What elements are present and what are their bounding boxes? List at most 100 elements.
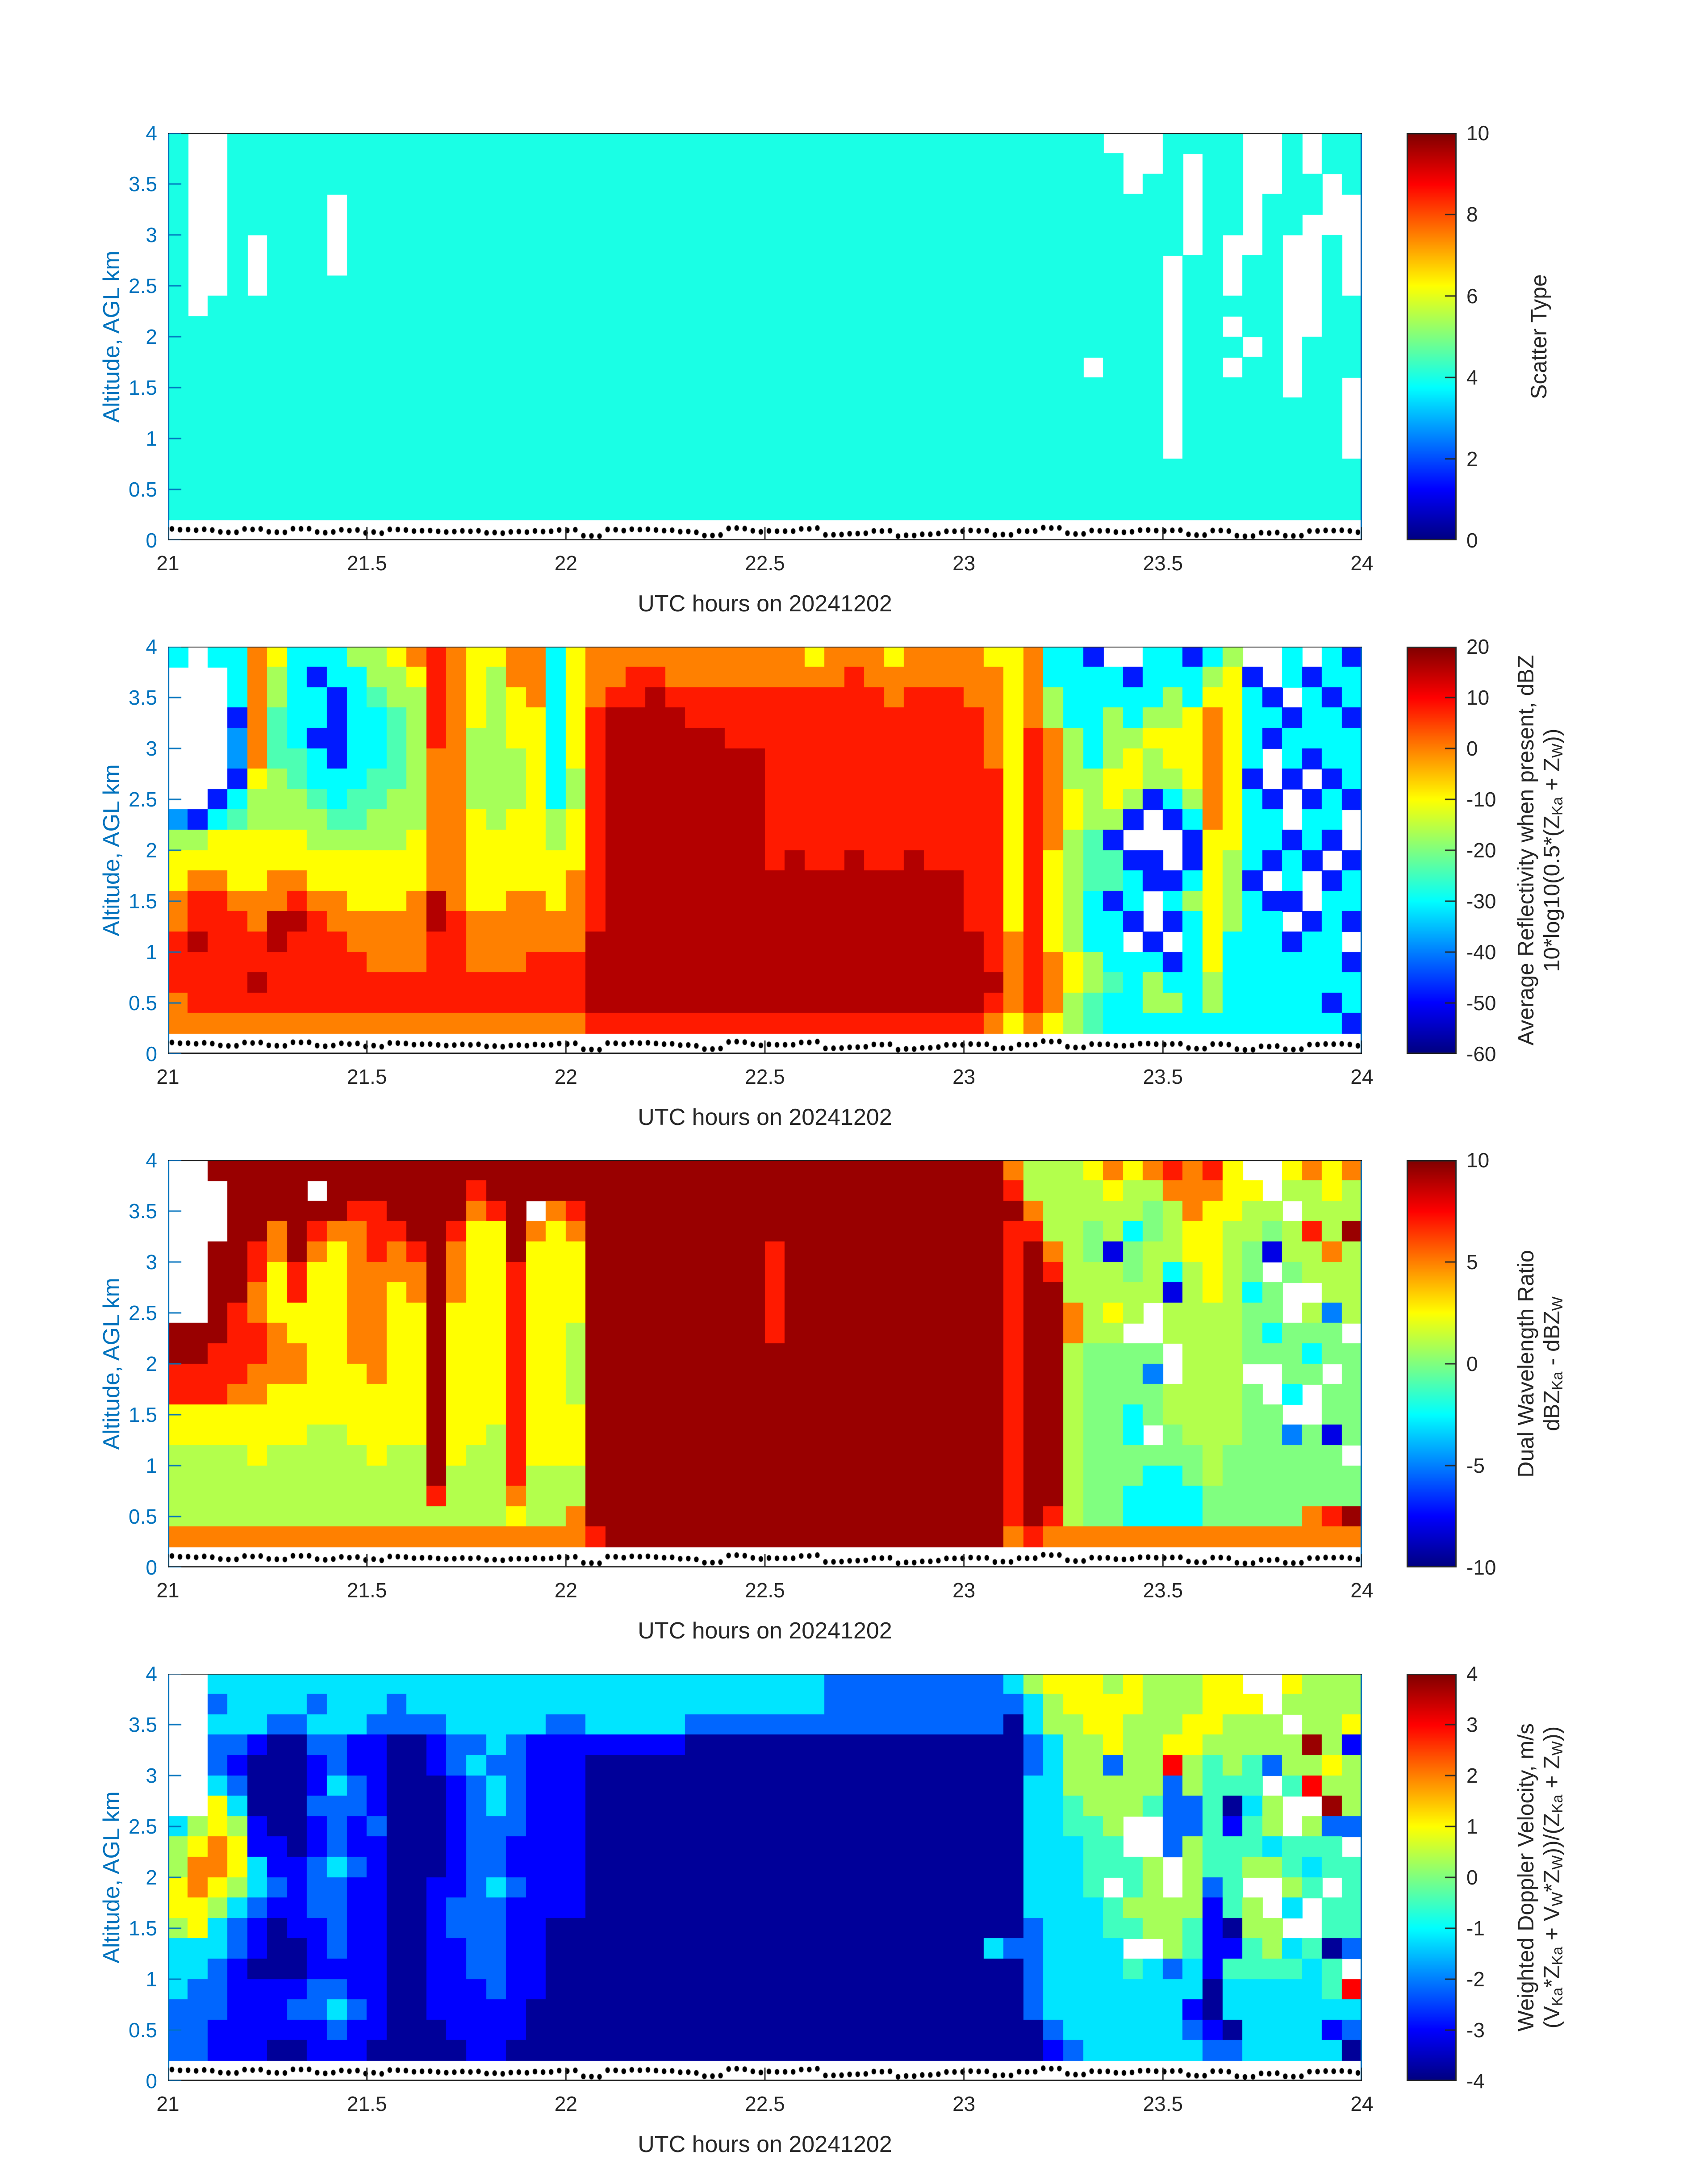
colorbar-tick-label: 1 bbox=[1466, 1815, 1478, 1838]
colorbar-tick-label: 0 bbox=[1466, 1352, 1478, 1375]
colorbar-tick-label: 4 bbox=[1466, 366, 1478, 389]
y-tick-label: 3 bbox=[146, 1764, 157, 1787]
x-axis-label: UTC hours on 20241202 bbox=[638, 591, 892, 617]
x-tick-label: 24 bbox=[1350, 1065, 1374, 1088]
x-tick-label: 22.5 bbox=[745, 1065, 785, 1088]
x-tick-label: 23.5 bbox=[1143, 1579, 1183, 1602]
colorbar-tick-label: 10 bbox=[1466, 121, 1490, 145]
colorbar-tick-label: 10 bbox=[1466, 686, 1490, 709]
x-tick-label: 22 bbox=[554, 552, 577, 575]
colorbar-tick-label: -3 bbox=[1466, 2018, 1485, 2042]
x-tick-label: 21.5 bbox=[347, 1065, 387, 1088]
panel4-colorbar-canvas bbox=[1407, 1674, 1457, 2081]
colorbar-tick-label: 10 bbox=[1466, 1149, 1490, 1172]
colorbar-tick-label: 6 bbox=[1466, 284, 1478, 308]
colorbar-label-line: 10*log10(0.5*(ZKa + ZW)) bbox=[1539, 728, 1566, 972]
x-tick-label: 24 bbox=[1350, 552, 1374, 575]
colorbar-tick-label: 5 bbox=[1466, 1250, 1478, 1274]
y-tick-label: 2.5 bbox=[129, 788, 157, 811]
panel2-heatmap-canvas bbox=[168, 647, 1362, 1054]
colorbar-tick-label: 8 bbox=[1466, 203, 1478, 226]
x-tick-label: 21.5 bbox=[347, 2092, 387, 2115]
colorbar-tick-label: -10 bbox=[1466, 1556, 1496, 1579]
y-tick-label: 0.5 bbox=[129, 478, 157, 501]
x-axis-label: UTC hours on 20241202 bbox=[638, 1104, 892, 1130]
colorbar-label-line: Scatter Type bbox=[1526, 274, 1551, 399]
y-tick-label: 1 bbox=[146, 427, 157, 450]
x-tick-label: 22 bbox=[554, 1579, 577, 1602]
panel2-colorbar-canvas bbox=[1407, 647, 1457, 1054]
y-tick-label: 2.5 bbox=[129, 1815, 157, 1838]
panel3-heatmap-canvas bbox=[168, 1160, 1362, 1567]
y-tick-label: 2 bbox=[146, 325, 157, 348]
x-tick-label: 21 bbox=[156, 1579, 180, 1602]
x-tick-label: 23 bbox=[952, 2092, 976, 2115]
x-tick-label: 21 bbox=[156, 2092, 180, 2115]
panel1-heatmap-canvas bbox=[168, 133, 1362, 540]
colorbar-tick-label: -40 bbox=[1466, 940, 1496, 964]
x-tick-label: 23.5 bbox=[1143, 1065, 1183, 1088]
y-tick-label: 1.5 bbox=[129, 1403, 157, 1426]
y-tick-label: 1.5 bbox=[129, 890, 157, 913]
y-tick-label: 2.5 bbox=[129, 1301, 157, 1325]
x-tick-label: 22.5 bbox=[745, 552, 785, 575]
y-tick-label: 3 bbox=[146, 223, 157, 247]
y-tick-label: 1 bbox=[146, 1454, 157, 1477]
x-axis-label: UTC hours on 20241202 bbox=[638, 1618, 892, 1644]
colorbar-tick-label: 2 bbox=[1466, 447, 1478, 471]
x-tick-label: 22 bbox=[554, 2092, 577, 2115]
y-tick-label: 4 bbox=[146, 121, 157, 145]
x-tick-label: 22.5 bbox=[745, 2092, 785, 2115]
y-tick-label: 0 bbox=[146, 1042, 157, 1066]
colorbar-label-line: (VKa*ZKa + VW*ZW))/(ZKa + ZW)) bbox=[1539, 1726, 1566, 2029]
y-tick-label: 1 bbox=[146, 940, 157, 964]
colorbar-tick-label: -10 bbox=[1466, 788, 1496, 811]
colorbar-label-line: Average Reflectivity when present, dBZ bbox=[1513, 655, 1538, 1046]
x-tick-label: 23.5 bbox=[1143, 2092, 1183, 2115]
x-axis-label: UTC hours on 20241202 bbox=[638, 2131, 892, 2157]
y-tick-label: 1.5 bbox=[129, 376, 157, 399]
x-tick-label: 24 bbox=[1350, 2092, 1374, 2115]
colorbar-label-line: dBZKa - dBZW bbox=[1539, 1296, 1566, 1431]
y-tick-label: 4 bbox=[146, 1662, 157, 1685]
y-tick-label: 3.5 bbox=[129, 686, 157, 709]
x-tick-label: 23 bbox=[952, 1065, 976, 1088]
colorbar-label: Scatter Type bbox=[1526, 133, 1552, 540]
y-tick-label: 2.5 bbox=[129, 274, 157, 297]
y-tick-label: 1.5 bbox=[129, 1917, 157, 1940]
colorbar-tick-label: -30 bbox=[1466, 890, 1496, 913]
x-tick-label: 23 bbox=[952, 552, 976, 575]
colorbar-tick-label: -20 bbox=[1466, 839, 1496, 862]
x-tick-label: 22 bbox=[554, 1065, 577, 1088]
x-tick-label: 23 bbox=[952, 1579, 976, 1602]
colorbar-tick-label: -50 bbox=[1466, 991, 1496, 1015]
y-tick-label: 0.5 bbox=[129, 991, 157, 1015]
y-tick-label: 0 bbox=[146, 1556, 157, 1579]
y-tick-label: 3.5 bbox=[129, 1713, 157, 1736]
colorbar-tick-label: 4 bbox=[1466, 1662, 1478, 1685]
y-tick-label: 2 bbox=[146, 839, 157, 862]
panel1-colorbar-canvas bbox=[1407, 133, 1457, 540]
y-tick-label: 0 bbox=[146, 2069, 157, 2093]
colorbar-tick-label: 0 bbox=[1466, 737, 1478, 760]
x-tick-label: 23.5 bbox=[1143, 552, 1183, 575]
x-tick-label: 22.5 bbox=[745, 1579, 785, 1602]
colorbar-tick-label: -60 bbox=[1466, 1042, 1496, 1066]
colorbar-tick-label: 2 bbox=[1466, 1764, 1478, 1787]
y-tick-label: 0.5 bbox=[129, 2018, 157, 2042]
y-tick-label: 1 bbox=[146, 1968, 157, 1991]
colorbar-tick-label: 0 bbox=[1466, 529, 1478, 552]
y-tick-label: 2 bbox=[146, 1352, 157, 1375]
y-tick-label: 3.5 bbox=[129, 1199, 157, 1223]
x-tick-label: 24 bbox=[1350, 1579, 1374, 1602]
x-tick-label: 21.5 bbox=[347, 552, 387, 575]
y-tick-label: 0.5 bbox=[129, 1505, 157, 1528]
colorbar-tick-label: 20 bbox=[1466, 635, 1490, 658]
panel3-colorbar-canvas bbox=[1407, 1160, 1457, 1567]
y-tick-label: 3 bbox=[146, 1250, 157, 1274]
panel4-heatmap-canvas bbox=[168, 1674, 1362, 2081]
x-tick-label: 21 bbox=[156, 1065, 180, 1088]
colorbar-label-line: Dual Wavelength Ratio bbox=[1513, 1250, 1538, 1478]
colorbar-tick-label: 0 bbox=[1466, 1866, 1478, 1889]
